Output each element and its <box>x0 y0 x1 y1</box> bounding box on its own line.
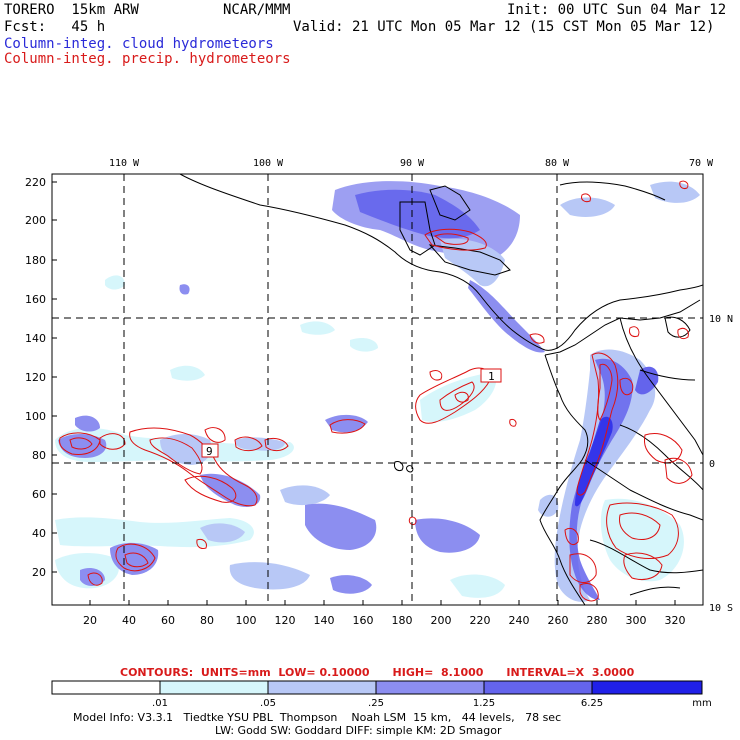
precip-contours <box>59 180 693 602</box>
y-tick-label: 120 <box>25 371 46 384</box>
colorbar-bin <box>375 680 485 695</box>
x-tick-label: 180 <box>392 614 413 627</box>
lon-label: 110 W <box>109 158 140 169</box>
y-tick-label: 180 <box>25 254 46 267</box>
forecast-hour: Fcst: 45 h <box>4 19 106 35</box>
colorbar-label: .25 <box>368 698 384 709</box>
map-plot-area <box>52 174 703 605</box>
precip-field-title: Column-integ. precip. hydrometeors <box>4 51 291 67</box>
y-tick-label: 200 <box>25 214 46 227</box>
x-tick-label: 280 <box>587 614 608 627</box>
y-tick-label: 160 <box>25 293 46 306</box>
colorbar-bin <box>159 680 269 695</box>
x-tick-label: 140 <box>314 614 335 627</box>
y-tick-label: 140 <box>25 332 46 345</box>
lat-lon-grid <box>52 174 703 605</box>
x-tick-label: 120 <box>275 614 296 627</box>
x-tick-label: 100 <box>236 614 257 627</box>
colorbar-label: 1.25 <box>473 698 495 709</box>
contour-info: CONTOURS: UNITS=mm LOW= 0.10000 HIGH= 8.… <box>120 666 635 679</box>
x-tick-label: 60 <box>161 614 175 627</box>
init-time: Init: 00 UTC Sun 04 Mar 12 <box>507 2 727 18</box>
x-tick-label: 320 <box>665 614 686 627</box>
x-tick-label: 200 <box>431 614 452 627</box>
colorbar-bin <box>267 680 377 695</box>
cloud-shading <box>55 181 700 602</box>
y-tick-label: 60 <box>32 488 46 501</box>
y-tick-label: 80 <box>32 449 46 462</box>
x-tick-label: 40 <box>122 614 136 627</box>
colorbar-label: .05 <box>260 698 276 709</box>
x-tick-label: 20 <box>83 614 97 627</box>
y-tick-label: 220 <box>25 176 46 189</box>
colorbar-label: .01 <box>152 698 168 709</box>
model-info: Model Info: V3.3.1 Tiedtke YSU PBL Thomp… <box>73 711 562 724</box>
colorbar-bin <box>51 680 161 695</box>
contour-label-2: 9 <box>206 445 213 458</box>
y-tick-label: 40 <box>32 527 46 540</box>
colorbar-bin <box>591 680 703 695</box>
contour-label-1: 1 <box>488 370 495 383</box>
x-axis-labels: 20 40 60 80 100 120 140 160 180 200 220 … <box>83 614 686 627</box>
physics-info: LW: Godd SW: Goddard DIFF: simple KM: 2D… <box>215 724 502 737</box>
coastlines <box>179 174 703 605</box>
lat-label: 0 <box>709 459 715 470</box>
contour-label-boxes: 1 9 <box>201 368 502 458</box>
latitude-labels: 10 N 0 10 S <box>709 314 733 614</box>
x-tick-label: 260 <box>548 614 569 627</box>
colorbar-unit: mm <box>692 698 711 709</box>
lon-label: 100 W <box>253 158 284 169</box>
lon-label: 70 W <box>689 158 714 169</box>
valid-time: Valid: 21 UTC Mon 05 Mar 12 (15 CST Mon … <box>293 19 715 35</box>
longitude-labels: 110 W 100 W 90 W 80 W 70 W <box>109 158 714 169</box>
colorbar: .01 .05 .25 1.25 6.25 mm <box>51 680 712 709</box>
lat-label: 10 N <box>709 314 733 325</box>
x-tick-label: 80 <box>200 614 214 627</box>
y-axis-labels: 220 200 180 160 140 120 100 80 60 40 20 <box>25 176 46 579</box>
lon-label: 80 W <box>545 158 570 169</box>
organization-label: NCAR/MMM <box>223 2 291 18</box>
lon-label: 90 W <box>400 158 425 169</box>
x-tick-label: 160 <box>353 614 374 627</box>
y-tick-label: 100 <box>25 410 46 423</box>
colorbar-bin <box>483 680 593 695</box>
colorbar-label: 6.25 <box>581 698 603 709</box>
cloud-field-title: Column-integ. cloud hydrometeors <box>4 36 274 52</box>
axis-ticks <box>52 181 676 605</box>
y-tick-label: 20 <box>32 566 46 579</box>
x-tick-label: 220 <box>470 614 491 627</box>
x-tick-label: 240 <box>509 614 530 627</box>
x-tick-label: 300 <box>626 614 647 627</box>
plot-frame <box>51 173 704 606</box>
lat-label: 10 S <box>709 603 733 614</box>
model-title: TORERO 15km ARW <box>4 2 139 18</box>
